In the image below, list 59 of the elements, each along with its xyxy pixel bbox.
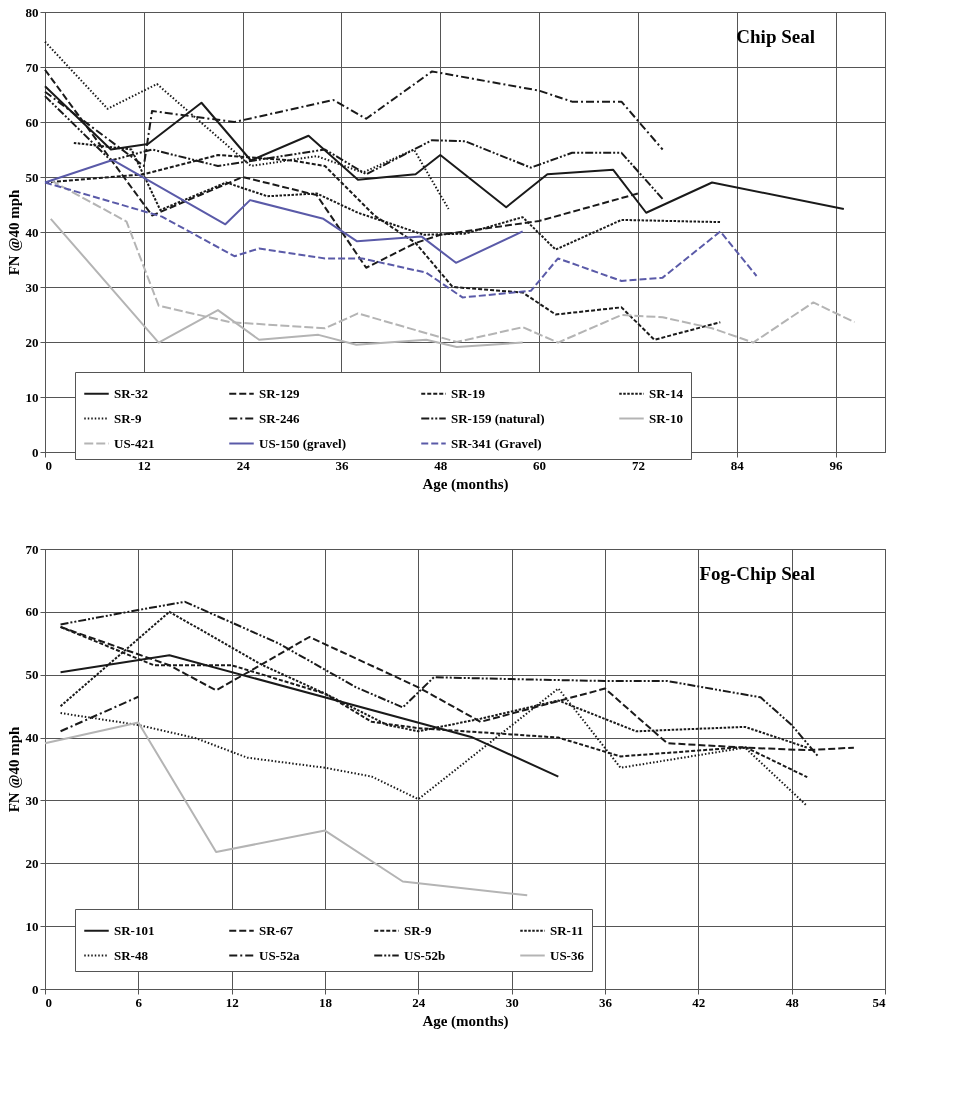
legend-label: SR-159 (natural) bbox=[451, 410, 545, 426]
y-tick-label: 60 bbox=[25, 604, 39, 620]
x-tick-label: 24 bbox=[412, 994, 426, 1010]
x-axis-title: Age (months) bbox=[422, 475, 509, 493]
x-tick-label: 96 bbox=[829, 457, 844, 473]
y-axis-title: FN @40 mph bbox=[5, 726, 22, 813]
y-tick-label: 50 bbox=[25, 667, 39, 683]
y-tick-label: 60 bbox=[25, 114, 39, 130]
x-tick-label: 84 bbox=[730, 457, 745, 473]
x-tick-label: 42 bbox=[692, 994, 706, 1010]
legend-label: SR-9 bbox=[404, 922, 432, 938]
legend-label: SR-10 bbox=[649, 410, 683, 426]
x-tick-label: 0 bbox=[45, 457, 52, 473]
y-tick-label: 10 bbox=[25, 918, 39, 934]
x-tick-label: 60 bbox=[533, 457, 547, 473]
x-tick-label: 54 bbox=[872, 994, 886, 1010]
y-tick-label: 0 bbox=[32, 981, 39, 997]
y-tick-label: 70 bbox=[25, 541, 39, 557]
y-tick-label: 50 bbox=[25, 169, 39, 185]
y-tick-label: 30 bbox=[25, 792, 39, 808]
legend-label: US-150 (gravel) bbox=[259, 435, 347, 451]
legend-label: US-52b bbox=[404, 947, 446, 963]
y-tick-label: 70 bbox=[25, 59, 39, 75]
y-tick-label: 40 bbox=[25, 730, 39, 746]
x-tick-label: 36 bbox=[599, 994, 613, 1010]
y-tick-label: 10 bbox=[25, 389, 39, 405]
x-tick-label: 12 bbox=[137, 457, 151, 473]
y-tick-label: 20 bbox=[25, 855, 39, 871]
legend-label: SR-129 bbox=[259, 385, 300, 401]
legend-label: SR-19 bbox=[451, 385, 486, 401]
legend-label: SR-11 bbox=[550, 922, 584, 938]
x-tick-label: 0 bbox=[45, 994, 52, 1010]
legend-label: SR-9 bbox=[114, 410, 142, 426]
y-tick-label: 80 bbox=[25, 4, 39, 20]
legend-label: US-36 bbox=[550, 947, 585, 963]
legend-label: SR-48 bbox=[114, 947, 149, 963]
x-tick-label: 48 bbox=[434, 457, 448, 473]
x-tick-label: 36 bbox=[335, 457, 349, 473]
legend-label: SR-341 (Gravel) bbox=[451, 435, 542, 451]
x-tick-label: 18 bbox=[319, 994, 333, 1010]
y-tick-label: 20 bbox=[25, 334, 39, 350]
x-axis-title: Age (months) bbox=[422, 1012, 509, 1030]
legend-label: SR-67 bbox=[259, 922, 294, 938]
y-axis-title: FN @40 mph bbox=[5, 189, 22, 276]
x-tick-label: 72 bbox=[631, 457, 645, 473]
x-tick-label: 30 bbox=[505, 994, 519, 1010]
legend-label: SR-14 bbox=[649, 385, 684, 401]
legend-label: SR-32 bbox=[114, 385, 148, 401]
legend-label: SR-101 bbox=[114, 922, 155, 938]
x-tick-label: 48 bbox=[785, 994, 800, 1010]
legend-label: US-52a bbox=[259, 947, 300, 963]
x-tick-label: 12 bbox=[225, 994, 239, 1010]
y-tick-label: 40 bbox=[25, 224, 39, 240]
x-tick-label: 24 bbox=[236, 457, 251, 473]
y-tick-label: 30 bbox=[25, 279, 39, 295]
y-tick-label: 0 bbox=[32, 444, 39, 460]
legend-label: US-421 bbox=[114, 435, 155, 451]
legend-label: SR-246 bbox=[259, 410, 300, 426]
x-tick-label: 6 bbox=[135, 994, 143, 1010]
